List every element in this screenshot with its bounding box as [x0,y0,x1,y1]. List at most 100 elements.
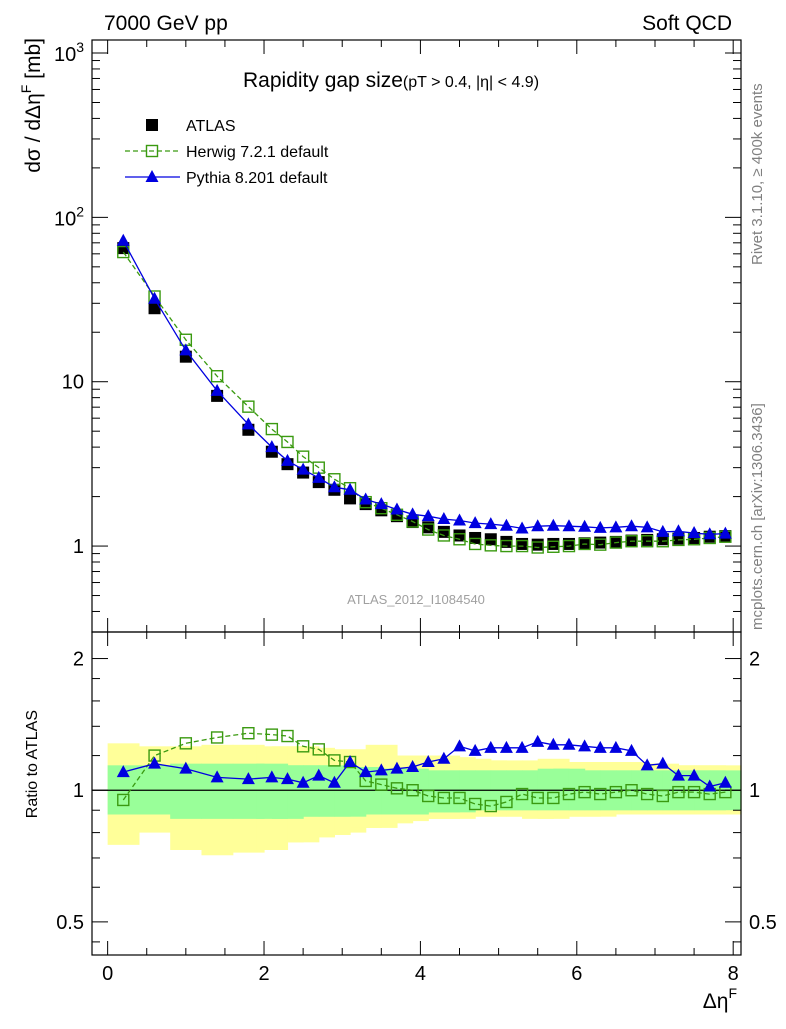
ratio-herwig-point [265,728,279,741]
ratio-y-tick-label: 0.5 [56,912,84,934]
ratio-herwig-point [515,787,529,801]
ratio-pythia-point [531,734,545,747]
ratio-pythia-point [312,768,326,781]
legend-label: Pythia 8.201 default [186,170,328,187]
ratio-pythia-point [265,770,279,783]
main-atlas-point [531,538,544,551]
ratio-herwig-points [117,727,732,813]
ratio-pythia-point [390,761,404,774]
main-pythia-point [718,526,732,539]
main-herwig-point [531,541,544,554]
main-pythia-point [374,497,388,510]
main-herwig-point [281,435,294,449]
main-pythia-points [116,233,732,540]
ratio-herwig-point [468,797,482,811]
main-pythia-point [148,291,162,304]
main-pythia-point [327,480,341,493]
main-pythia-point [312,470,326,483]
ratio-pythia-point [656,756,670,769]
ratio-herwig-point [594,787,607,801]
main-pythia-point [656,524,670,537]
ratio-pythia-point [515,740,529,753]
ratio-frame [91,631,742,956]
ratio-herwig-point [296,740,310,753]
ratio-panel: 0 2 4 6 8 0.5 0.5 1 1 2 2 Ratio to ATLAS ΔηF [24,631,777,1013]
ratio-pythia-point [468,743,482,756]
main-pythia-point [437,512,451,525]
ratio-herwig-point [531,791,544,805]
ratio-pythia-point [640,758,654,771]
main-y-axis-label: dσ / dΔηF [mb] [18,38,45,173]
main-atlas-point [609,535,622,548]
ratio-herwig-point [242,727,255,740]
main-pythia-point [116,233,130,246]
legend-label: ATLAS [186,118,236,135]
main-atlas-point [148,302,161,315]
ratio-y-tick-label: 1 [73,780,84,802]
ratio-herwig-point [484,799,497,813]
x-axis-label: ΔηF [703,985,737,1013]
legend-marker [145,170,159,182]
main-atlas-point [344,492,357,505]
y-tick-label: 103 [54,39,84,66]
main-pythia-point [484,517,498,530]
main-pythia-point [210,383,224,396]
ratio-pythia-point [625,743,639,756]
ratio-pythia-point [327,775,341,788]
legend-item-atlas: ATLAS [146,118,236,135]
ratio-pythia-point [116,765,130,778]
ratio-herwig-point [117,793,130,807]
ratio-pythia-point [593,740,607,753]
legend-label: Herwig 7.2.1 default [186,144,329,161]
ratio-pythia-point [179,761,193,774]
ratio-herwig-point [500,795,513,809]
main-herwig-point [265,422,279,436]
ratio-herwig-point [609,785,623,799]
chart-title: Rapidity gap size(pT > 0.4, |η| < 4.9) [243,69,539,92]
main-herwig-point [468,537,482,551]
ratio-herwig-point [547,791,560,805]
ratio-y-tick-label-right: 1 [749,780,760,802]
ratio-herwig-point [437,791,451,805]
mcplots-side-label: mcplots.cern.ch [arXiv:1306.3436] [749,403,766,630]
ratio-pythia-point [687,768,701,781]
ratio-y-tick-label-right: 0.5 [749,912,777,934]
ratio-pythia-point [296,775,310,788]
header-left-text: 7000 GeV pp [104,12,228,35]
main-pythia-point [390,502,404,515]
legend-item-herwig: Herwig 7.2.1 default [125,144,329,161]
ratio-herwig-point [453,791,466,805]
ratio-pythia-point [546,737,560,750]
main-atlas-point [641,533,654,546]
main-herwig-point [242,400,255,413]
ratio-herwig-point [640,787,654,801]
main-pythia-point [241,417,255,430]
ratio-pythia-point [359,765,373,778]
ratio-pythia-point [609,740,623,753]
ratio-pythia-point [578,739,592,752]
main-herwig-point [640,535,654,548]
main-pythia-point [421,509,435,522]
y-tick-label: 1 [73,536,84,558]
main-pythia-point [546,518,560,531]
main-herwig-point [437,529,451,542]
main-pythia-point [359,492,373,505]
main-atlas-point [562,537,575,550]
main-pythia-point [593,520,607,533]
ratio-herwig-point [562,787,576,801]
main-herwig-line [122,251,726,549]
ratio-herwig-point [422,789,435,803]
main-herwig-points [117,245,732,554]
ratio-herwig-point [687,785,701,799]
x-tick-label: 6 [571,963,582,985]
main-herwig-point [453,533,466,546]
main-pythia-point [453,513,467,526]
main-atlas-point [594,536,607,549]
main-atlas-point [516,537,529,550]
ratio-herwig-point [375,778,388,791]
main-pythia-point [609,520,623,533]
main-herwig-point [562,539,576,553]
